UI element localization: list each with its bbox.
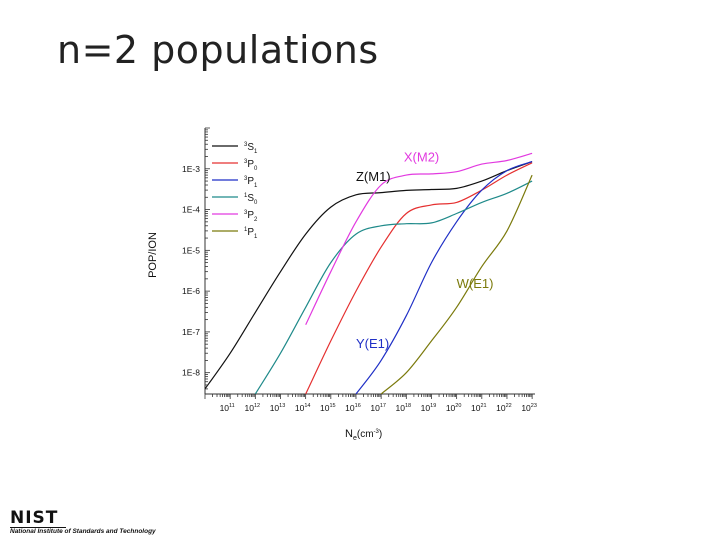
x-axis-label: Ne(cm-3) [345,428,382,442]
x-tick-label: 1021 [471,403,487,413]
x-tick-label: 1018 [396,403,412,413]
y-axis-label: POP/ION [147,232,159,278]
y-tick-label: 1E-8 [182,368,200,378]
x-tick-label: 1013 [270,403,286,413]
x-tick-label: 1011 [220,403,235,413]
y-tick-label: 1E-3 [182,164,200,174]
series-line-2 [355,161,533,394]
annotation-label: W(E1) [457,276,494,291]
x-tick-label: 1015 [320,403,336,413]
nist-logo-subtitle: National Institute of Standards and Tech… [10,528,156,535]
x-tick-label: 1016 [345,403,361,413]
legend-label: 3P1 [244,176,258,189]
x-axis-label-unit-close: ) [379,429,382,440]
legend: 3S1 3P0 3P1 1S0 3P2 1P1 [212,142,258,240]
annotation-label: Y(E1) [356,336,389,351]
y-tick-label: 1E-6 [182,286,200,296]
x-tick-label: 1012 [245,403,261,413]
x-axis-label-sub: e [353,435,357,442]
series-group [205,152,533,394]
annotation-label: Z(M1) [356,169,391,184]
nist-logo-rule [10,527,66,528]
axis-ticks: 1E-3 1E-4 1E-5 1E-6 1E-7 1E-8 1011 1012 1013 1014… [182,127,537,413]
slide-title: n=2 populations [57,28,379,72]
x-tick-label: 1017 [370,403,386,413]
legend-label: 1P1 [244,227,258,240]
x-tick-label: 1023 [521,403,537,413]
y-tick-label: 1E-7 [182,327,200,337]
series-line-5 [380,174,533,394]
annotation-label: X(M2) [404,150,439,165]
x-tick-label: 1019 [421,403,437,413]
x-tick-label: 1022 [496,403,512,413]
legend-label: 3P0 [244,159,258,172]
legend-label: 3S1 [244,142,258,155]
x-tick-label: 1014 [295,403,311,413]
nist-logo-word: NIST [10,508,59,528]
series-line-0 [205,161,533,390]
series-line-4 [305,152,533,325]
annotations: Z(M1) X(M2) W(E1) Y(E1) [356,150,493,352]
x-axis-label-main: N [345,428,353,440]
x-tick-label: 1020 [446,403,462,413]
series-line-3 [254,180,533,394]
y-tick-label: 1E-5 [182,245,200,255]
nist-logo: NIST National Institute of Standards and… [8,508,180,538]
x-axis-label-unit-sup: -3 [374,429,380,435]
legend-label: 1S0 [244,193,258,206]
y-tick-label: 1E-4 [182,205,200,215]
legend-label: 3P2 [244,210,258,223]
series-line-1 [305,162,533,394]
x-axis-label-unit: (cm [357,429,374,440]
